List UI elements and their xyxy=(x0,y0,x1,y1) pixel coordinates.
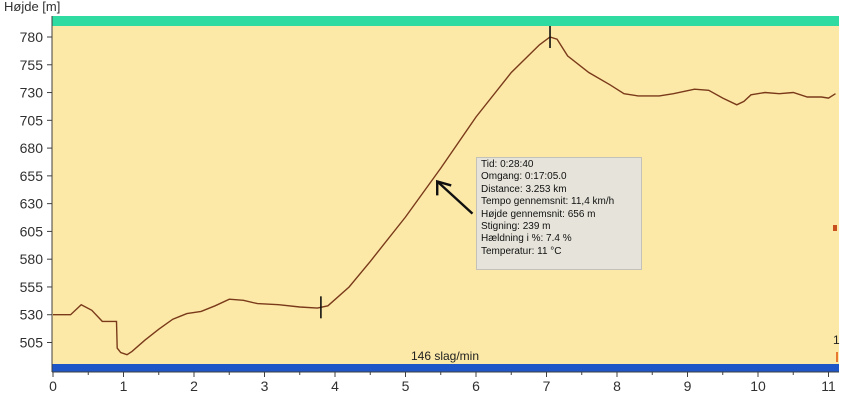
y-tick-label: 630 xyxy=(20,196,44,212)
info-time: Tid: 0:28:40 xyxy=(481,159,534,170)
right-edge-marker-lower xyxy=(836,352,838,362)
y-tick-label: 730 xyxy=(20,85,44,101)
y-tick-label: 680 xyxy=(20,140,44,156)
y-tick-label: 580 xyxy=(20,251,44,267)
right-edge-marker xyxy=(833,225,837,231)
y-tick-label: 755 xyxy=(20,57,44,73)
info-altitude: Højde gennemsnit: 656 m xyxy=(481,208,596,220)
x-axis: 0 1 2 3 4 5 6 7 8 9 10 11 xyxy=(49,371,839,394)
info-tooltip: Tid: 0:28:40 Omgang: 0:17:05.0 Distance:… xyxy=(476,157,642,270)
x-tick-label: 10 xyxy=(750,378,766,394)
y-tick-label: 555 xyxy=(20,279,44,295)
info-climb: Stigning: 239 m xyxy=(481,220,551,232)
x-tick-label: 1 xyxy=(120,378,128,394)
x-tick-label: 2 xyxy=(190,378,198,394)
info-tempo: Tempo gennemsnit: 11,4 km/h xyxy=(481,196,615,208)
elevation-line xyxy=(53,36,836,356)
top-band xyxy=(52,16,839,26)
y-tick-label: 605 xyxy=(20,223,44,239)
x-tick-label: 3 xyxy=(261,378,269,394)
info-distance: Distance: 3.253 km xyxy=(481,183,567,195)
y-axis-title: Højde [m] xyxy=(4,0,60,14)
arrow-head xyxy=(436,179,452,196)
x-tick-label: 7 xyxy=(543,378,551,394)
arrow-shaft xyxy=(436,180,474,215)
info-lap: Omgang: 0:17:05.0 xyxy=(481,171,567,183)
plot-background xyxy=(52,16,839,372)
x-tick-label: 0 xyxy=(49,378,57,394)
x-tick-label: 9 xyxy=(684,378,692,394)
y-axis: 505 530 555 580 605 630 655 680 705 730 755 780 xyxy=(20,16,53,372)
y-tick-label: 780 xyxy=(20,29,44,45)
right-marker-label: 1 xyxy=(833,333,840,347)
x-tick-label: 11 xyxy=(821,378,836,394)
y-tick-label: 505 xyxy=(20,335,44,351)
heart-rate-label: 146 slag/min xyxy=(411,349,479,363)
y-tick-label: 655 xyxy=(20,168,44,184)
x-tick-label: 6 xyxy=(472,378,480,394)
info-temperature: Temperatur: 11 °C xyxy=(481,245,562,257)
y-tick-label: 705 xyxy=(20,112,44,128)
bottom-band xyxy=(52,364,839,372)
info-slope: Hældning i %: 7.4 % xyxy=(481,233,572,245)
x-tick-label: 5 xyxy=(402,378,410,394)
y-tick-label: 530 xyxy=(20,307,44,323)
x-tick-label: 8 xyxy=(613,378,621,394)
pointer-arrow xyxy=(436,179,474,215)
x-tick-label: 4 xyxy=(331,378,339,394)
lap-markers xyxy=(320,26,551,319)
